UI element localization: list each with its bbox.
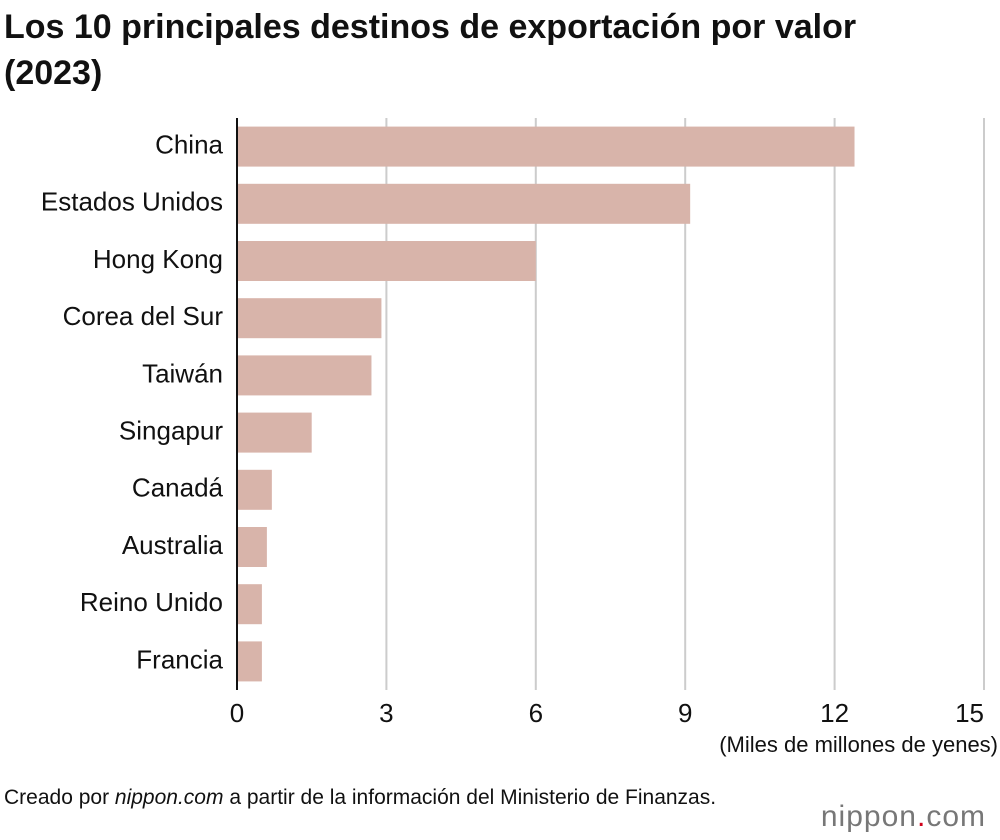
x-tick-label: 6 [529, 698, 543, 728]
y-tick-label: Australia [122, 530, 224, 560]
logo-text: nippon [820, 800, 917, 833]
bar [237, 584, 262, 625]
y-tick-label: Reino Unido [80, 587, 223, 617]
chart-title: Los 10 principales destinos de exportaci… [4, 8, 857, 92]
bar [237, 527, 267, 567]
x-tick-label: 15 [955, 698, 984, 728]
y-tick-label: Francia [136, 644, 223, 674]
y-tick-label: Hong Kong [93, 244, 223, 274]
bar [237, 298, 382, 339]
bar [237, 183, 691, 224]
bar [237, 469, 272, 510]
source-note: Creado por nippon.com a partir de la inf… [4, 784, 724, 811]
logo-dot: . [916, 800, 927, 833]
x-tick-label: 3 [379, 698, 393, 728]
source-site: nippon.com [114, 786, 224, 809]
x-tick-label: 12 [820, 698, 849, 728]
source-suffix: a partir de la información del Ministeri… [229, 786, 717, 809]
bar [237, 126, 855, 167]
bar [237, 641, 262, 682]
bar [237, 241, 536, 281]
x-tick-label: 0 [230, 698, 244, 728]
y-tick-label: Corea del Sur [63, 301, 224, 331]
y-tick-label: Singapur [119, 415, 223, 445]
y-tick-label: Canadá [132, 473, 224, 503]
bar [237, 355, 372, 396]
logo-text: com [926, 800, 986, 833]
logo: nippon.com [821, 800, 986, 834]
source-prefix: Creado por [4, 786, 110, 809]
x-axis-title: (Miles de millones de yenes) [719, 732, 998, 757]
x-tick-label: 9 [678, 698, 692, 728]
y-tick-label: Taiwán [142, 358, 223, 388]
y-tick-label: Estados Unidos [41, 187, 223, 217]
bar [237, 412, 312, 453]
y-tick-label: China [155, 129, 223, 159]
